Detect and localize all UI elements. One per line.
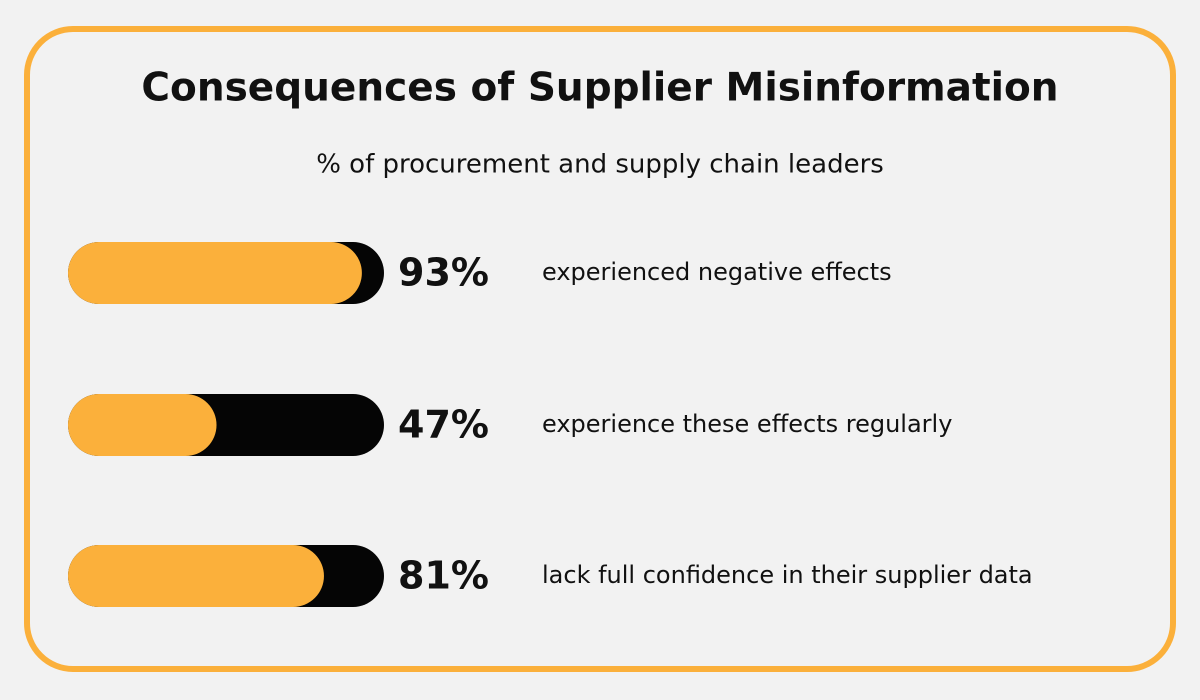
chart-title: Consequences of Supplier Misinformation bbox=[141, 66, 1058, 111]
bar bbox=[68, 242, 362, 304]
bar bbox=[68, 394, 217, 456]
value-label: 47% bbox=[398, 403, 489, 447]
chart-subtitle: % of procurement and supply chain leader… bbox=[316, 150, 884, 180]
value-label: 93% bbox=[398, 251, 489, 295]
frame bbox=[24, 26, 1176, 672]
category-label: experience these effects regularly bbox=[542, 410, 952, 438]
category-label: experienced negative effects bbox=[542, 258, 892, 286]
value-label: 81% bbox=[398, 554, 489, 598]
category-label: lack full confidence in their supplier d… bbox=[542, 561, 1033, 589]
bar bbox=[68, 545, 324, 607]
